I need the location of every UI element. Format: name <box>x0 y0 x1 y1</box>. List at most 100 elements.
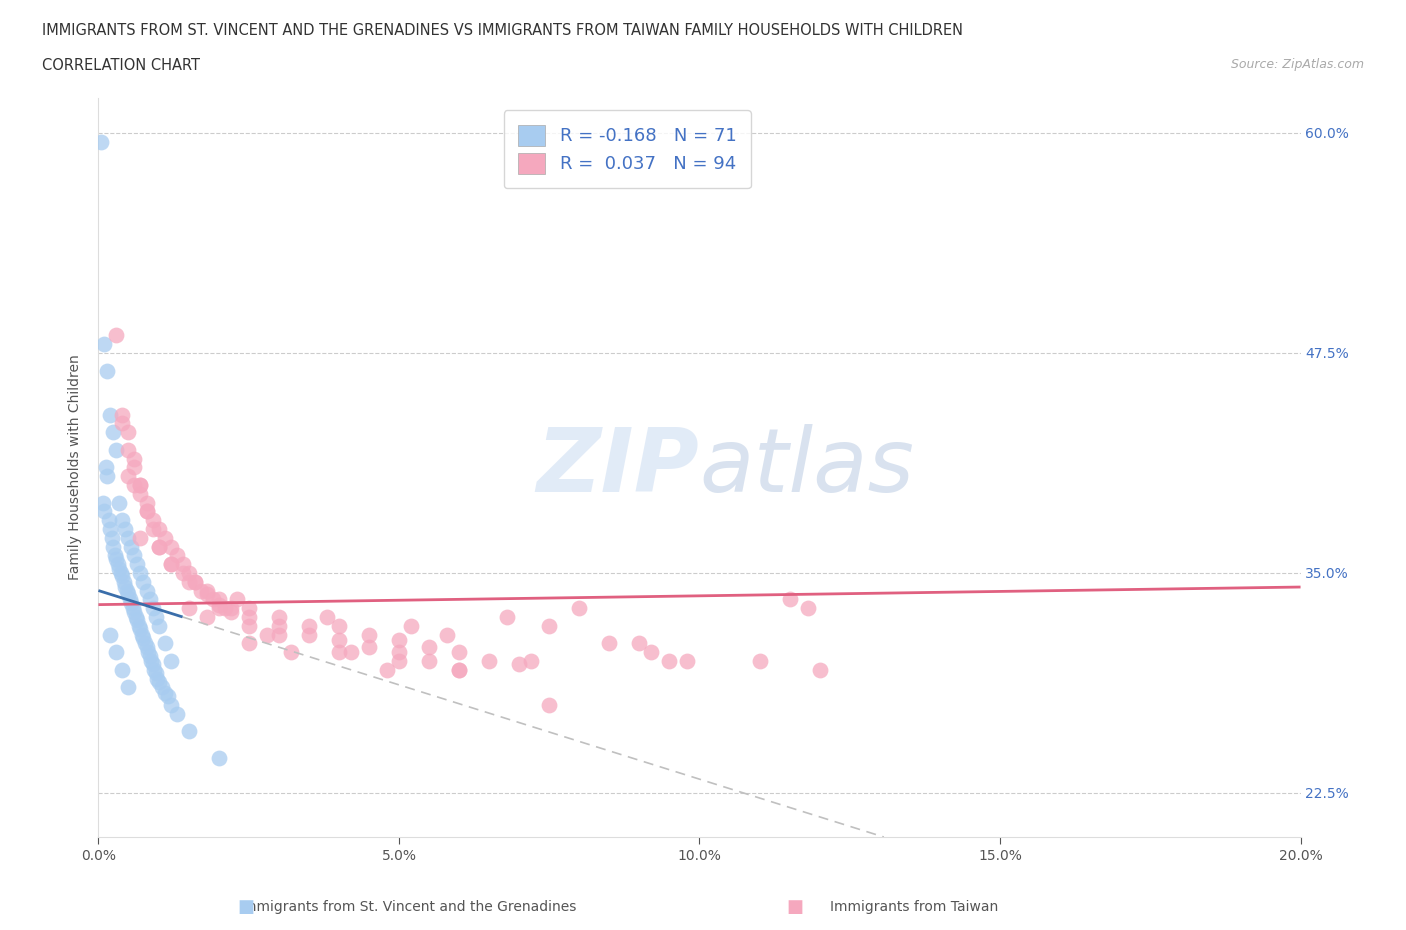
Point <box>225 591 247 606</box>
Point <box>117 469 139 484</box>
Point <box>105 443 128 458</box>
Point <box>90 134 112 149</box>
Point <box>100 627 122 642</box>
Point <box>195 583 218 598</box>
Point <box>748 654 770 669</box>
Point <box>124 451 146 466</box>
Point <box>267 609 290 624</box>
Point <box>138 648 160 663</box>
Point <box>121 595 143 610</box>
Point <box>148 618 170 633</box>
Point <box>153 530 176 545</box>
Point <box>315 609 337 624</box>
Point <box>135 495 157 510</box>
Point <box>105 328 128 343</box>
Point <box>238 609 260 624</box>
Point <box>568 601 591 616</box>
Point <box>195 609 218 624</box>
Point <box>156 689 179 704</box>
Point <box>328 632 350 647</box>
Point <box>280 644 302 659</box>
Point <box>478 654 501 669</box>
Point <box>132 575 155 590</box>
Point <box>105 551 128 566</box>
Point <box>150 680 173 695</box>
Point <box>208 601 231 616</box>
Point <box>298 618 321 633</box>
Point <box>328 618 350 633</box>
Point <box>598 636 620 651</box>
Point <box>128 618 150 633</box>
Point <box>159 539 181 554</box>
Point <box>328 644 350 659</box>
Point <box>538 698 561 712</box>
Point <box>111 407 134 422</box>
Point <box>298 627 321 642</box>
Text: Immigrants from Taiwan: Immigrants from Taiwan <box>830 899 998 914</box>
Point <box>124 459 146 474</box>
Point <box>105 644 128 659</box>
Point <box>104 548 127 563</box>
Point <box>132 631 155 645</box>
Point <box>96 469 118 484</box>
Point <box>388 632 411 647</box>
Point <box>190 583 212 598</box>
Point <box>153 636 176 651</box>
Point <box>166 548 188 563</box>
Point <box>96 363 118 378</box>
Point <box>508 657 530 671</box>
Point <box>219 601 242 616</box>
Point <box>117 425 139 440</box>
Point <box>214 601 236 616</box>
Point <box>129 622 152 637</box>
Point <box>111 416 134 431</box>
Point <box>117 583 139 598</box>
Point <box>177 575 200 590</box>
Point <box>93 504 115 519</box>
Point <box>141 522 163 537</box>
Point <box>267 618 290 633</box>
Point <box>146 671 169 686</box>
Point <box>117 587 139 602</box>
Point <box>108 562 131 577</box>
Text: Source: ZipAtlas.com: Source: ZipAtlas.com <box>1230 58 1364 71</box>
Point <box>172 557 194 572</box>
Point <box>447 644 470 659</box>
Point <box>183 575 205 590</box>
Point <box>496 609 519 624</box>
Point <box>142 662 165 677</box>
Point <box>138 591 160 606</box>
Point <box>172 565 194 580</box>
Point <box>159 557 181 572</box>
Point <box>148 522 170 537</box>
Point <box>141 657 163 671</box>
Point <box>177 601 200 616</box>
Point <box>436 627 458 642</box>
Point <box>153 685 176 700</box>
Point <box>267 627 290 642</box>
Point <box>94 459 117 474</box>
Text: atlas: atlas <box>700 424 914 511</box>
Point <box>418 654 440 669</box>
Point <box>93 337 115 352</box>
Point <box>129 477 152 492</box>
Point <box>129 486 152 501</box>
Point <box>238 618 260 633</box>
Point <box>141 654 163 669</box>
Point <box>91 495 114 510</box>
Point <box>388 644 411 659</box>
Point <box>124 477 146 492</box>
Point <box>256 627 278 642</box>
Point <box>628 636 651 651</box>
Point <box>201 591 224 606</box>
Y-axis label: Family Households with Children: Family Households with Children <box>69 354 83 580</box>
Point <box>135 640 157 655</box>
Point <box>111 662 134 677</box>
Point <box>124 604 146 619</box>
Point <box>183 575 205 590</box>
Point <box>124 548 146 563</box>
Point <box>177 565 200 580</box>
Point <box>100 530 122 545</box>
Point <box>135 504 157 519</box>
Point <box>447 662 470 677</box>
